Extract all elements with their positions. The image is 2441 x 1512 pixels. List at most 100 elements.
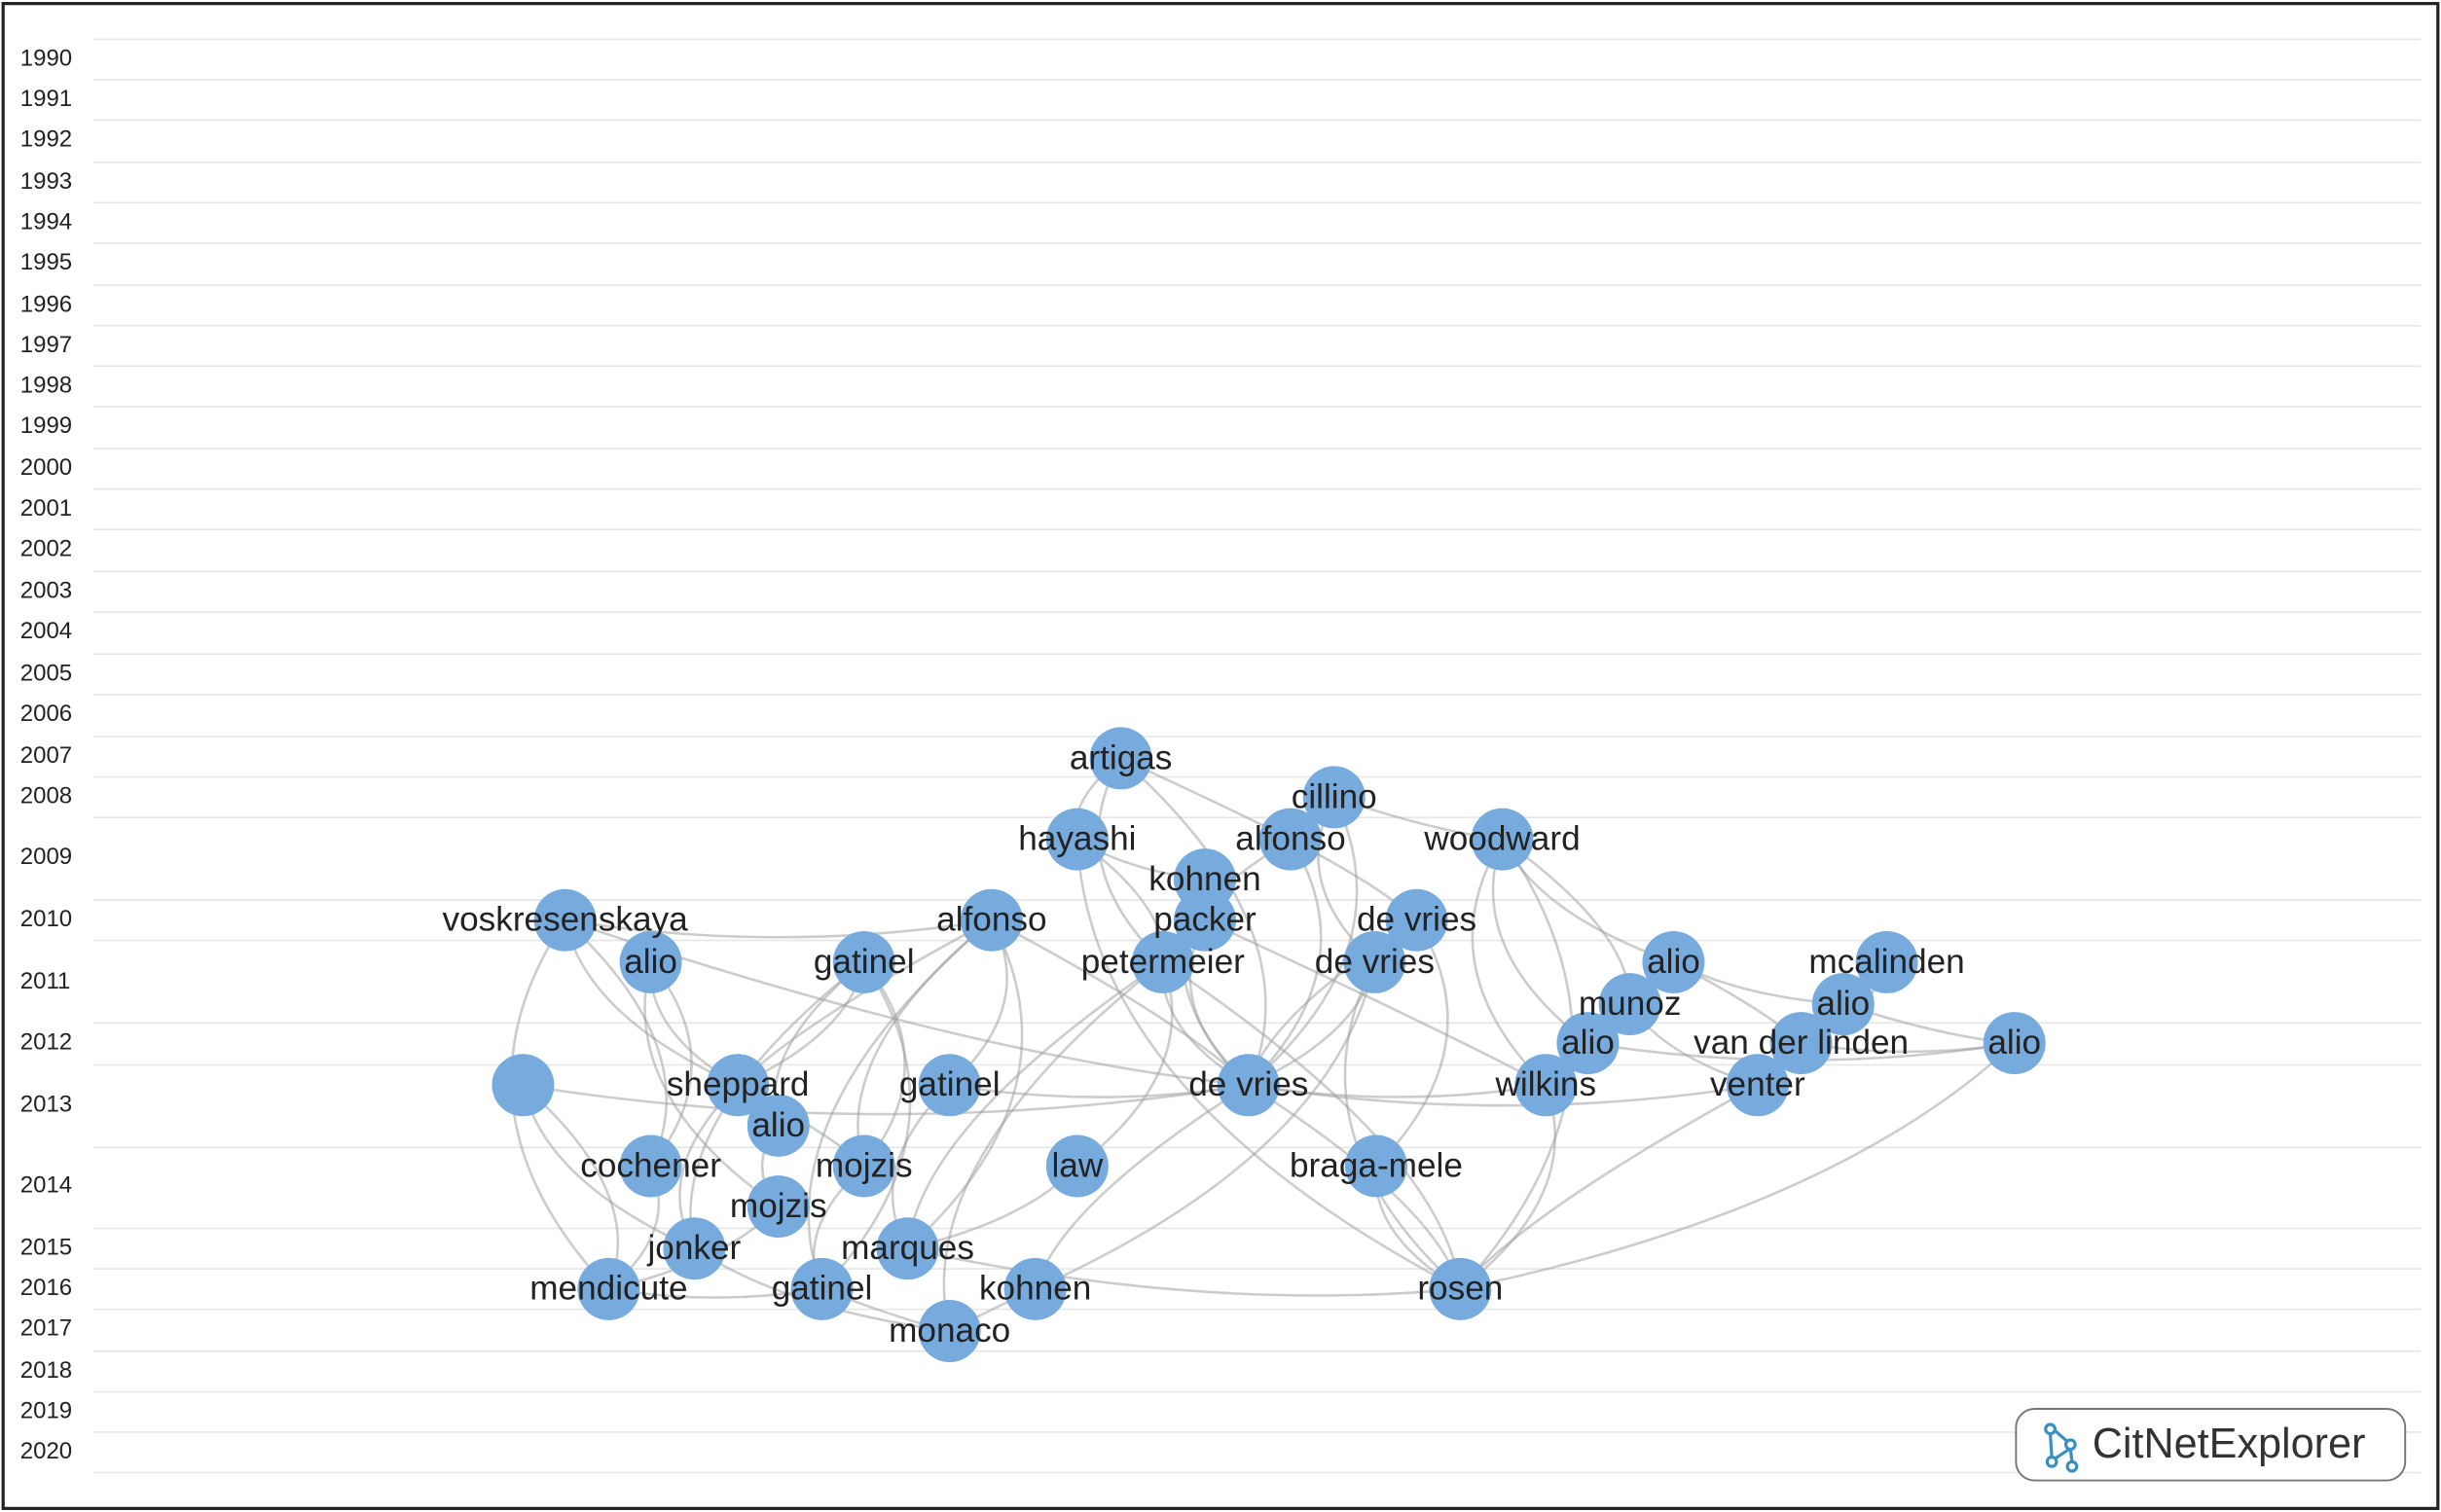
node-label: alio bbox=[1987, 1024, 2041, 1062]
citation-edge bbox=[1247, 838, 1323, 1087]
node-label: de vries bbox=[1188, 1065, 1308, 1103]
publication-node[interactable] bbox=[1769, 1012, 1833, 1075]
logo[interactable]: CitNetExplorer bbox=[2015, 1408, 2407, 1482]
publication-node[interactable] bbox=[1003, 1257, 1067, 1320]
publication-node[interactable] bbox=[1045, 808, 1109, 871]
year-label: 2012 bbox=[20, 1028, 72, 1055]
logo-box[interactable] bbox=[2015, 1408, 2407, 1482]
citation-edge bbox=[906, 919, 1024, 1250]
node-label: gatinel bbox=[814, 943, 915, 981]
publication-node[interactable] bbox=[1726, 1054, 1789, 1117]
publication-node[interactable] bbox=[1556, 1012, 1620, 1075]
citation-edge bbox=[807, 918, 993, 1290]
publication-node[interactable] bbox=[960, 888, 1023, 952]
publication-node[interactable] bbox=[1258, 808, 1322, 871]
publication-node[interactable] bbox=[492, 1054, 555, 1117]
publication-node[interactable] bbox=[1385, 888, 1448, 952]
year-label: 2013 bbox=[20, 1091, 72, 1117]
publication-node[interactable] bbox=[1855, 930, 1918, 993]
year-label: 2016 bbox=[20, 1275, 72, 1301]
node-label: law bbox=[1051, 1146, 1103, 1184]
node-label: cochener bbox=[580, 1146, 721, 1184]
citation-edge bbox=[942, 960, 1164, 1332]
publication-node[interactable] bbox=[918, 1054, 981, 1117]
node-label: artigas bbox=[1070, 738, 1173, 776]
publication-node[interactable] bbox=[1045, 1134, 1109, 1198]
citation-edge bbox=[1247, 796, 1359, 1087]
publication-node[interactable] bbox=[1429, 1257, 1492, 1320]
citation-edge bbox=[1075, 839, 1461, 1290]
node-label: alio bbox=[624, 943, 677, 981]
node-label: alio bbox=[751, 1106, 805, 1144]
citation-edge bbox=[565, 918, 993, 939]
publication-node[interactable] bbox=[790, 1257, 854, 1320]
year-label: 1992 bbox=[20, 126, 72, 153]
publication-node[interactable] bbox=[1089, 727, 1152, 790]
citation-edge bbox=[1471, 838, 1548, 1087]
year-label: 2006 bbox=[20, 701, 72, 727]
publication-node[interactable] bbox=[1642, 930, 1705, 993]
year-label: 2003 bbox=[20, 578, 72, 604]
year-label: 1990 bbox=[20, 46, 72, 72]
node-label: monaco bbox=[889, 1312, 1010, 1350]
year-label: 1994 bbox=[20, 209, 72, 235]
publication-node[interactable] bbox=[1131, 930, 1194, 993]
publication-node[interactable] bbox=[918, 1300, 981, 1363]
node-label: sheppard bbox=[667, 1065, 810, 1103]
node-label: mojzis bbox=[730, 1187, 827, 1225]
year-label: 1999 bbox=[20, 413, 72, 439]
citation-edge bbox=[523, 1084, 1249, 1116]
node-label: alio bbox=[1816, 985, 1870, 1023]
year-label: 2005 bbox=[20, 660, 72, 686]
publication-node[interactable] bbox=[1343, 930, 1406, 993]
year-label: 2011 bbox=[20, 968, 71, 994]
node-label: gatinel bbox=[772, 1270, 873, 1308]
node-label: munoz bbox=[1579, 985, 1682, 1023]
publication-node[interactable] bbox=[1174, 888, 1236, 952]
publication-node[interactable] bbox=[876, 1217, 939, 1280]
citation-edge bbox=[1035, 961, 1376, 1290]
year-label: 1995 bbox=[20, 249, 72, 275]
publication-node[interactable] bbox=[1983, 1012, 2046, 1075]
year-label: 2009 bbox=[20, 844, 72, 870]
node-label: de vries bbox=[1315, 943, 1435, 981]
year-label: 2014 bbox=[20, 1172, 72, 1199]
citation-edge bbox=[564, 918, 668, 1168]
year-label: 1993 bbox=[20, 168, 72, 195]
publication-node[interactable] bbox=[1217, 1054, 1280, 1117]
node-label: mojzis bbox=[816, 1146, 913, 1184]
year-label: 2015 bbox=[20, 1235, 72, 1261]
publication-node[interactable] bbox=[832, 1134, 895, 1198]
publication-node[interactable] bbox=[619, 930, 682, 993]
publication-node[interactable] bbox=[1302, 766, 1366, 829]
publication-node[interactable] bbox=[619, 1134, 682, 1198]
node-label: woodward bbox=[1423, 819, 1580, 857]
logo-icon bbox=[2044, 1422, 2079, 1473]
node-label: hayashi bbox=[1018, 819, 1136, 857]
publication-node[interactable] bbox=[707, 1054, 770, 1117]
publication-node[interactable] bbox=[747, 1175, 810, 1239]
node-label: jonker bbox=[646, 1229, 741, 1267]
publication-node[interactable] bbox=[577, 1257, 640, 1320]
citation-edge bbox=[949, 1084, 1249, 1098]
publication-node[interactable] bbox=[1598, 973, 1661, 1036]
node-label: kohnen bbox=[979, 1270, 1091, 1308]
publication-node[interactable] bbox=[1514, 1054, 1578, 1117]
publication-node[interactable] bbox=[1471, 808, 1534, 871]
publication-node[interactable] bbox=[533, 888, 597, 952]
node-label: wilkins bbox=[1495, 1065, 1597, 1103]
year-label: 2019 bbox=[20, 1398, 72, 1424]
publication-node[interactable] bbox=[747, 1094, 810, 1157]
publication-node[interactable] bbox=[832, 930, 895, 993]
node-label: petermeier bbox=[1081, 943, 1245, 981]
publication-node[interactable] bbox=[663, 1217, 726, 1280]
publication-node[interactable] bbox=[1811, 973, 1875, 1036]
logo-text: CitNetExplorer bbox=[2093, 1421, 2366, 1467]
year-label: 2010 bbox=[20, 906, 72, 932]
citation-edge bbox=[820, 961, 912, 1290]
citation-edge bbox=[1119, 757, 1267, 1086]
citation-edge bbox=[1460, 1042, 2016, 1291]
publication-node[interactable] bbox=[1344, 1134, 1407, 1198]
